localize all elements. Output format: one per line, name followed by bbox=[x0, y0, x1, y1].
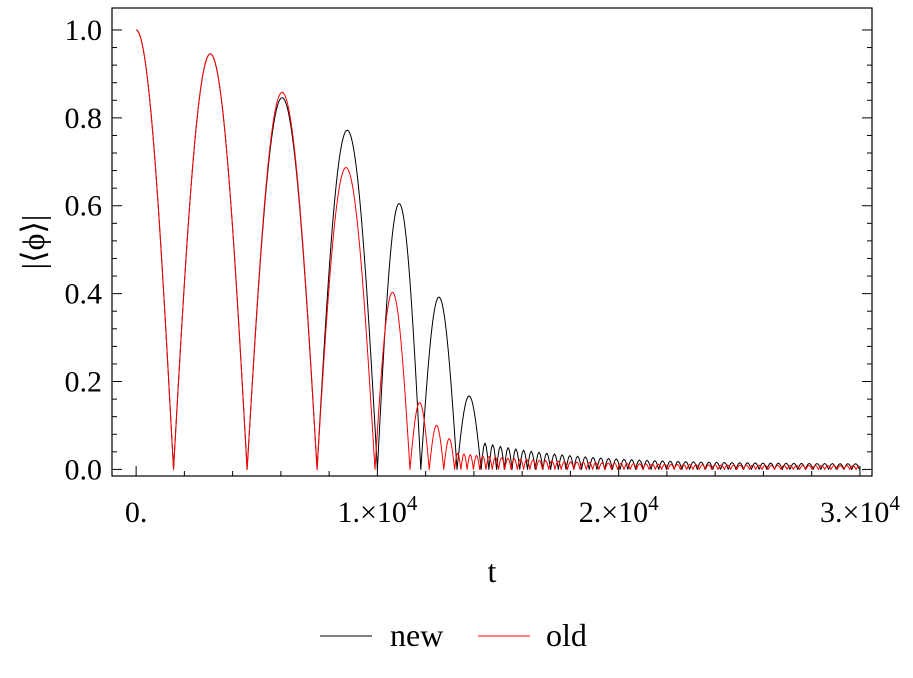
series-line-old bbox=[136, 29, 860, 470]
legend: new old bbox=[320, 617, 587, 653]
y-tick-label: 1.0 bbox=[65, 14, 103, 47]
series-line-new bbox=[136, 29, 860, 470]
y-tick-label: 0.4 bbox=[65, 278, 103, 311]
axis-ticks bbox=[112, 29, 872, 476]
y-tick-label: 0.2 bbox=[65, 366, 103, 399]
y-tick-label: 0.0 bbox=[65, 453, 103, 486]
y-tick-label: 0.6 bbox=[65, 190, 103, 223]
x-tick-label: 2.×104 bbox=[579, 491, 659, 529]
legend-label-old: old bbox=[546, 617, 587, 653]
y-tick-label: 0.8 bbox=[65, 102, 103, 135]
x-tick-labels: 0. 1.×104 2.×104 3.×104 bbox=[125, 491, 901, 529]
x-tick-label: 3.×104 bbox=[820, 491, 900, 529]
x-axis-title: t bbox=[488, 553, 497, 589]
x-tick-label: 0. bbox=[125, 496, 148, 529]
y-tick-labels: 0.0 0.2 0.4 0.6 0.8 1.0 bbox=[65, 14, 103, 486]
series-layer bbox=[136, 29, 860, 470]
plot-frame bbox=[111, 7, 873, 477]
y-axis-title: |⟨ϕ⟩| bbox=[15, 215, 51, 270]
x-tick-label: 1.×104 bbox=[337, 491, 417, 529]
legend-label-new: new bbox=[390, 617, 443, 653]
